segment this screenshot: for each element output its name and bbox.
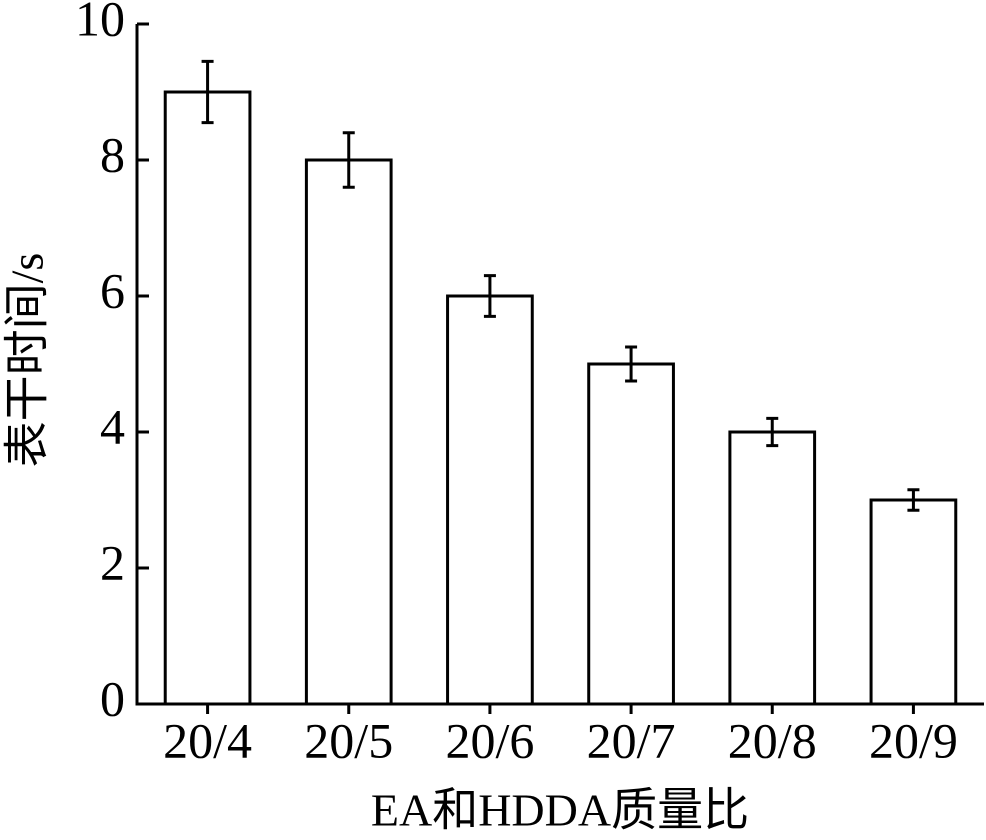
bar (304, 158, 393, 706)
bar (869, 498, 958, 706)
y-tick-label: 8 (100, 126, 125, 182)
bar (446, 294, 534, 706)
error-bar (766, 416, 779, 448)
bar (587, 362, 675, 706)
y-tick-label: 4 (100, 398, 125, 454)
y-tick-label: 2 (100, 534, 125, 590)
y-tick-label: 0 (100, 670, 125, 726)
x-tick-label: 20/8 (728, 712, 817, 768)
bar (163, 90, 252, 706)
y-tick-label: 6 (100, 262, 125, 318)
bar (728, 430, 817, 706)
x-tick-label: 20/7 (587, 712, 676, 768)
error-bar (907, 488, 920, 512)
x-tick-label: 20/6 (445, 712, 534, 768)
x-tick-label: 20/4 (163, 712, 252, 768)
x-tick-label: 20/5 (304, 712, 393, 768)
y-tick-label: 10 (75, 0, 125, 46)
y-axis-label: 表干时间/s (2, 253, 53, 468)
error-bar (342, 131, 355, 189)
error-bar (625, 345, 638, 383)
error-bar (201, 59, 214, 125)
error-bar (483, 274, 496, 318)
x-tick-label: 20/9 (869, 712, 958, 768)
x-axis-label: EA和HDDA质量比 (371, 785, 749, 836)
